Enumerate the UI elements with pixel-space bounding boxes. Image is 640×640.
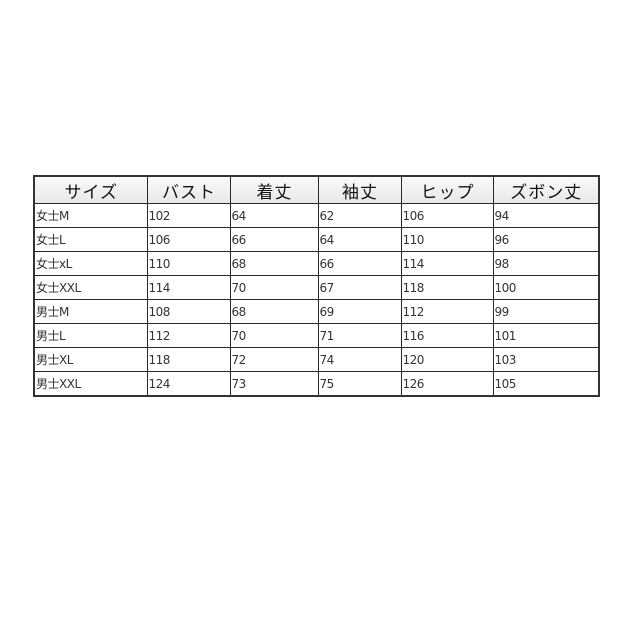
table-cell: 101 (492, 323, 600, 348)
table-cell: 71 (317, 323, 402, 348)
table-row: 男士XXL 124 73 75 126 105 (33, 371, 600, 397)
table-cell: 103 (492, 347, 600, 372)
table-cell: 男士XL (33, 347, 148, 372)
table-cell: 106 (146, 227, 231, 252)
table-cell: 66 (229, 227, 319, 252)
column-header: 着丈 (229, 175, 319, 204)
table-cell: 68 (229, 251, 319, 276)
table-cell: 64 (229, 203, 319, 228)
table-cell: 男士L (33, 323, 148, 348)
table-cell: 112 (146, 323, 231, 348)
table-cell: 女士M (33, 203, 148, 228)
table-cell: 112 (400, 299, 494, 324)
table-cell: 68 (229, 299, 319, 324)
table-cell: 73 (229, 371, 319, 397)
size-chart-table: サイズ バスト 着丈 袖丈 ヒップ ズボン丈 女士M 102 64 62 106 94 女士L 106 6… (33, 175, 600, 397)
table-cell: 118 (146, 347, 231, 372)
table-row: 男士L 112 70 71 116 101 (33, 323, 600, 348)
table-cell: 110 (146, 251, 231, 276)
table-cell: 67 (317, 275, 402, 300)
table-cell: 74 (317, 347, 402, 372)
table-cell: 72 (229, 347, 319, 372)
table-cell: 118 (400, 275, 494, 300)
table-cell: 110 (400, 227, 494, 252)
table-row: 男士XL 118 72 74 120 103 (33, 347, 600, 372)
table-row: 女士XXL 114 70 67 118 100 (33, 275, 600, 300)
table-cell: 66 (317, 251, 402, 276)
table-cell: 96 (492, 227, 600, 252)
table-cell: 124 (146, 371, 231, 397)
table-row: 女士M 102 64 62 106 94 (33, 203, 600, 228)
column-header: バスト (146, 175, 231, 204)
table-cell: 126 (400, 371, 494, 397)
table-cell: 女士L (33, 227, 148, 252)
table-cell: 69 (317, 299, 402, 324)
table-cell: 105 (492, 371, 600, 397)
table-cell: 75 (317, 371, 402, 397)
table-cell: 70 (229, 275, 319, 300)
column-header: ヒップ (400, 175, 494, 204)
table-cell: 男士M (33, 299, 148, 324)
table-cell: 64 (317, 227, 402, 252)
column-header: サイズ (33, 175, 148, 204)
table-cell: 女士XXL (33, 275, 148, 300)
table-cell: 99 (492, 299, 600, 324)
table-cell: 102 (146, 203, 231, 228)
table-cell: 116 (400, 323, 494, 348)
table-cell: 70 (229, 323, 319, 348)
header-row: サイズ バスト 着丈 袖丈 ヒップ ズボン丈 (33, 175, 600, 204)
table-cell: 114 (146, 275, 231, 300)
table-cell: 108 (146, 299, 231, 324)
table-cell: 98 (492, 251, 600, 276)
table-cell: 62 (317, 203, 402, 228)
table-cell: 106 (400, 203, 494, 228)
table-cell: 100 (492, 275, 600, 300)
table-cell: 94 (492, 203, 600, 228)
table-cell: 120 (400, 347, 494, 372)
table-cell: 女士xL (33, 251, 148, 276)
table-cell: 男士XXL (33, 371, 148, 397)
table-row: 女士L 106 66 64 110 96 (33, 227, 600, 252)
table-cell: 114 (400, 251, 494, 276)
column-header: ズボン丈 (492, 175, 600, 204)
table-row: 女士xL 110 68 66 114 98 (33, 251, 600, 276)
table-row: 男士M 108 68 69 112 99 (33, 299, 600, 324)
column-header: 袖丈 (317, 175, 402, 204)
